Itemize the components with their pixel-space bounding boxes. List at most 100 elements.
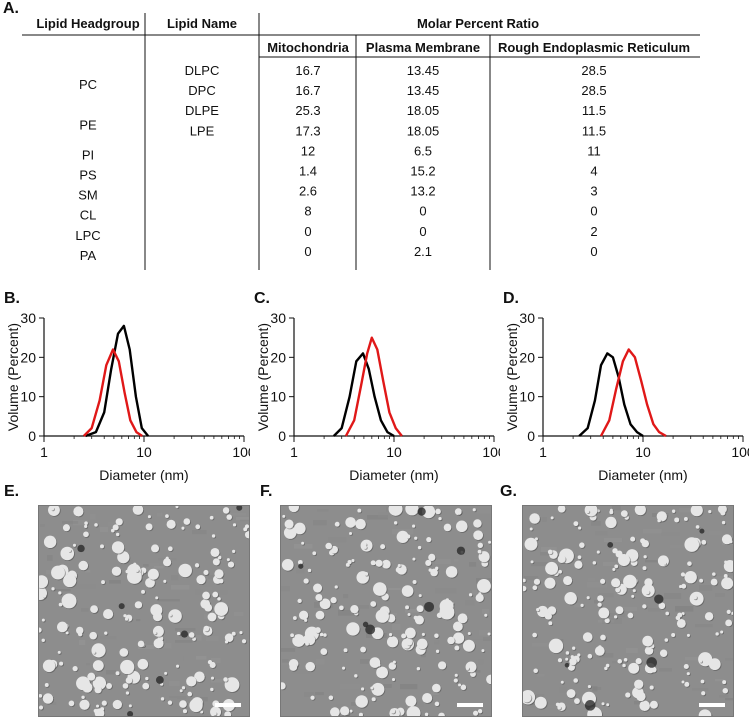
panel-label-g: G. xyxy=(500,483,517,500)
tem-particle xyxy=(406,706,421,716)
tem-noise xyxy=(532,643,551,647)
tem-particle xyxy=(524,537,538,551)
tem-dark-aggregate xyxy=(584,700,596,711)
tem-particle xyxy=(363,542,367,547)
tem-noise xyxy=(593,687,602,690)
x-tick-label: 1 xyxy=(539,444,547,460)
tem-particle xyxy=(438,661,447,670)
tem-particle xyxy=(232,523,237,527)
tem-dark-aggregate xyxy=(118,603,125,610)
tem-particle xyxy=(443,523,452,532)
tem-particle xyxy=(87,672,96,681)
x-tick-label: 10 xyxy=(635,444,651,460)
tem-particle xyxy=(405,506,419,516)
tem-particle xyxy=(122,683,129,689)
tem-micrograph-g xyxy=(522,505,734,717)
tem-particle xyxy=(617,659,623,664)
tem-particle xyxy=(343,648,348,653)
tem-particle xyxy=(166,519,176,529)
tem-particle xyxy=(153,631,157,635)
x-tick-label: 10 xyxy=(386,444,402,460)
panel-label-d: D. xyxy=(503,290,519,307)
tem-particle xyxy=(564,592,577,605)
tem-particle xyxy=(596,550,600,554)
tem-dark-aggregate xyxy=(564,662,570,668)
tem-noise xyxy=(157,513,163,517)
tem-particle xyxy=(345,517,356,528)
tem-particle xyxy=(370,560,376,566)
tem-particle xyxy=(111,566,122,576)
value-cell: 0 xyxy=(419,204,426,219)
tem-noise xyxy=(51,589,71,592)
tem-particle xyxy=(623,657,628,662)
header-lipid-name: Lipid Name xyxy=(167,16,237,31)
tem-particle xyxy=(112,524,119,531)
tem-noise xyxy=(695,624,713,628)
tem-particle xyxy=(681,680,685,684)
tem-particle xyxy=(364,572,369,576)
tem-particle xyxy=(726,609,731,614)
tem-particle xyxy=(600,578,606,584)
tem-noise xyxy=(138,645,155,649)
tem-particle xyxy=(422,693,433,704)
tem-particle xyxy=(370,686,374,690)
tem-particle xyxy=(137,640,145,648)
tem-particle xyxy=(39,627,42,633)
tem-noise xyxy=(150,563,160,567)
tem-noise xyxy=(403,616,408,620)
tem-noise xyxy=(100,527,109,533)
tem-particle xyxy=(533,668,538,674)
tem-particle xyxy=(155,596,159,600)
tem-noise xyxy=(597,653,614,658)
tem-particle xyxy=(210,687,214,692)
tem-particle xyxy=(597,595,604,602)
tem-noise xyxy=(296,568,305,574)
tem-noise xyxy=(482,609,490,614)
tem-particle xyxy=(430,568,438,577)
tem-particle xyxy=(334,585,338,589)
tem-noise xyxy=(477,510,491,514)
tem-particle xyxy=(573,678,579,683)
tem-noise xyxy=(49,702,57,705)
tem-particle xyxy=(319,632,324,637)
tem-particle xyxy=(227,561,235,568)
tem-particle xyxy=(124,617,129,621)
tem-particle xyxy=(594,646,605,656)
y-tick-label: 10 xyxy=(519,389,535,405)
tem-noise xyxy=(76,584,96,590)
tem-particle xyxy=(57,621,68,633)
tem-dark-aggregate xyxy=(298,563,304,569)
panel-label-f: F. xyxy=(260,483,273,500)
tem-particle xyxy=(79,699,90,710)
tem-particle xyxy=(243,527,248,532)
tem-particle xyxy=(675,615,681,621)
tem-particle xyxy=(605,516,617,529)
tem-noise xyxy=(196,656,207,660)
tem-particle xyxy=(721,577,733,590)
tem-particle xyxy=(650,666,657,673)
tem-image-e xyxy=(39,506,249,716)
tem-particle xyxy=(473,519,482,528)
tem-particle xyxy=(405,605,410,610)
tem-particle xyxy=(222,507,230,514)
tem-particle xyxy=(452,621,463,632)
tem-particle xyxy=(375,609,389,623)
tem-particle xyxy=(452,632,465,644)
tem-noise xyxy=(154,512,162,518)
panel-label-e: E. xyxy=(4,483,20,500)
tem-dark-aggregate xyxy=(127,710,134,716)
tem-particle xyxy=(481,649,485,653)
tem-particle xyxy=(61,593,77,609)
tem-particle xyxy=(42,593,47,598)
tem-noise xyxy=(281,586,290,592)
tem-noise xyxy=(478,659,484,665)
tem-particle xyxy=(152,612,163,622)
tem-particle xyxy=(620,510,628,518)
tem-particle xyxy=(78,560,89,571)
tem-particle xyxy=(580,603,584,607)
header-lipid-headgroup: Lipid Headgroup xyxy=(36,16,139,31)
series-line-red xyxy=(599,348,667,438)
tem-noise xyxy=(378,512,392,518)
tem-noise xyxy=(315,692,324,696)
tem-particle xyxy=(224,633,234,643)
